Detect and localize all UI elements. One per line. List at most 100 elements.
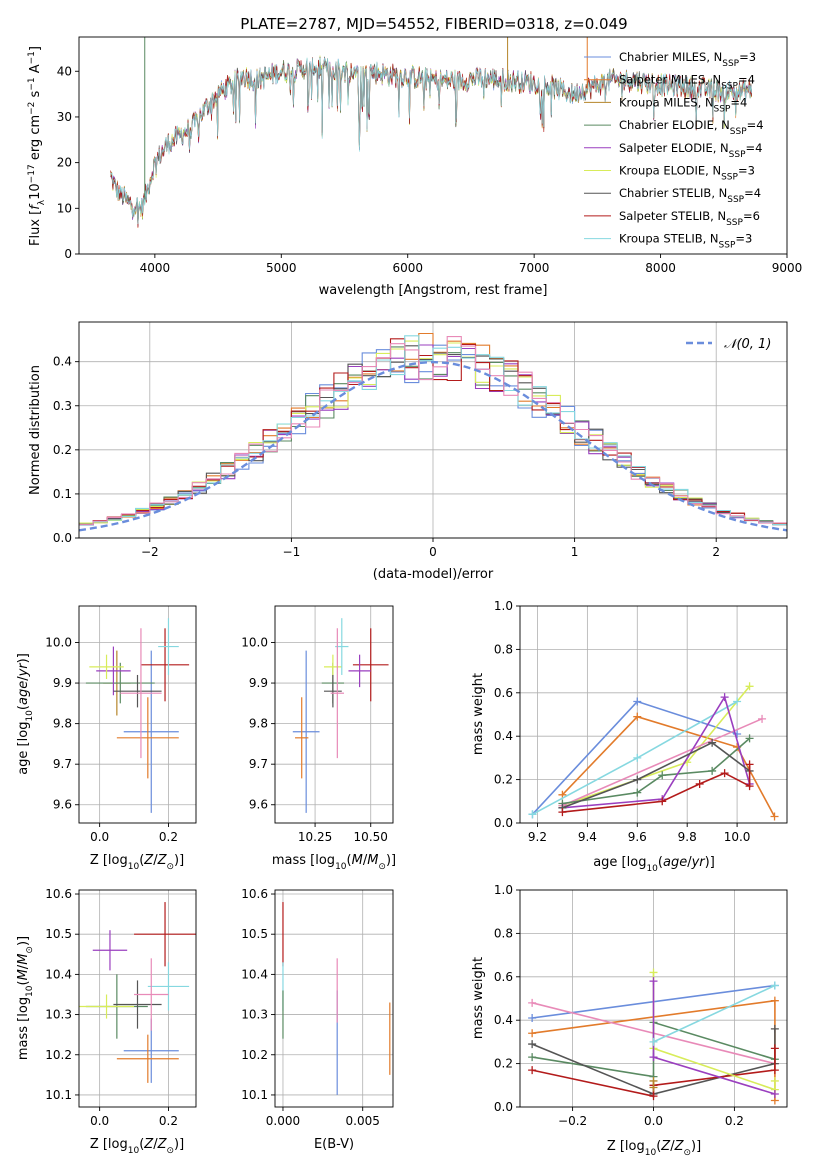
y-tick-label: 10 [57, 201, 72, 215]
weight-marker-salpeter_stelib [770, 1066, 779, 1075]
y-tick-label: 0.8 [494, 926, 513, 940]
weight-marker-kroupa_miles [649, 1083, 658, 1092]
x-axis-label-weight-vs-Z: Z [log10(Z/Z⊙)] [607, 1139, 701, 1158]
x-axis-label-weight-vs-age: age [log10(age/yr)] [593, 855, 715, 874]
y-tick-label: 40 [57, 64, 72, 78]
histogram-kroupa_stelib [79, 335, 787, 526]
weight-marker-salpeter_elodie [649, 977, 658, 986]
weight-marker-salpeter_miles [770, 812, 779, 821]
y-tick-label: 9.7 [53, 757, 72, 771]
weight-marker-kroupa_elodie [745, 682, 754, 691]
weight-marker-chabrier_miles [633, 697, 642, 706]
y-tick-label: 10.5 [45, 927, 72, 941]
x-axis-label-age-vs-mass: mass [log10(M/M⊙)] [272, 853, 396, 872]
weight-marker-kroupa_elodie [770, 1076, 779, 1085]
y-tick-label: 30 [57, 110, 72, 124]
weight-marker-salpeter_stelib [658, 797, 667, 806]
axes-residuals: −2 −1 0 1 2 0.0 0.1 0.2 0.3 0.4 [53, 321, 788, 559]
plot-area [85, 618, 190, 813]
plot-area [79, 332, 787, 532]
y-axis-label-age: age [log10(age/yr)] [16, 653, 35, 775]
x-tick-label: −0.2 [558, 1114, 587, 1128]
legend-label-kroupa_elodie: Kroupa ELODIE, NSSP=3 [619, 164, 755, 183]
weight-marker-salpeter_stelib [649, 1092, 658, 1101]
weight-marker-salpeter_elodie [770, 1089, 779, 1098]
x-tick-label: 10.50 [354, 830, 388, 844]
weight-marker-chabrier_elodie [708, 766, 717, 775]
y-tick-label: 0.4 [53, 355, 72, 369]
legend-label-salpeter_stelib: Salpeter STELIB, NSSP=6 [619, 209, 760, 228]
x-axis-label-mass-vs-Z: Z [log10(Z/Z⊙)] [90, 1137, 184, 1156]
weight-marker-chabrier_elodie [633, 788, 642, 797]
weight-marker-salpeter_stelib [745, 782, 754, 791]
x-tick-label: 0.005 [346, 1114, 380, 1128]
weight-marker-salpeter_stelib [720, 769, 729, 778]
plot-area [528, 968, 779, 1105]
plot-area [292, 618, 389, 813]
axes-frame [519, 605, 788, 824]
axes-age_vs_mass: 10.25 10.50 9.6 9.7 9.8 9.9 10.0 [241, 605, 394, 844]
y-tick-label: 0.2 [494, 1057, 513, 1071]
y-tick-label: 9.9 [53, 676, 72, 690]
x-tick-label: 1 [571, 545, 579, 559]
weight-marker-chabrier_stelib [708, 738, 717, 747]
y-tick-label: 9.7 [249, 757, 268, 771]
weight-marker-salpeter_miles [633, 712, 642, 721]
y-tick-label: 10.2 [45, 1048, 72, 1062]
legend-label-kroupa_stelib: Kroupa STELIB, NSSP=3 [619, 232, 752, 251]
y-tick-label: 0.4 [494, 729, 513, 743]
x-tick-label: 4000 [140, 261, 171, 275]
weight-line-salpeter_elodie [562, 695, 751, 809]
weight-marker-pink [758, 714, 767, 723]
x-tick-label: 9.6 [628, 830, 647, 844]
weight-line-kroupa_stelib [653, 984, 776, 1043]
y-tick-label: 0.2 [494, 773, 513, 787]
y-axis-label-residuals: Normed distribution [28, 365, 43, 495]
weight-line-kroupa_elodie [562, 685, 751, 807]
y-tick-label: 20 [57, 156, 72, 170]
x-tick-label: 9.2 [528, 830, 547, 844]
weight-marker-chabrier_stelib [770, 1024, 779, 1033]
x-tick-label: 0.0 [90, 1114, 109, 1128]
weight-marker-salpeter_miles [528, 1029, 537, 1038]
x-tick-label: 9000 [772, 261, 803, 275]
x-tick-label: 0.000 [266, 1114, 300, 1128]
y-tick-label: 0.3 [53, 399, 72, 413]
x-tick-label: 6000 [392, 261, 423, 275]
x-tick-label: 0.2 [725, 1114, 744, 1128]
weight-marker-kroupa_stelib [649, 1037, 658, 1046]
weight-marker-chabrier_elodie [745, 734, 754, 743]
axes-frame [274, 605, 394, 824]
y-tick-label: 0.6 [494, 686, 513, 700]
x-tick-label: 10.0 [724, 830, 751, 844]
y-tick-label: 10.1 [241, 1088, 268, 1102]
y-tick-label: 0.4 [494, 1013, 513, 1027]
axes-weight_vs_Z: −0.2 0.0 0.2 0.0 0.2 0.4 0.6 0.8 1.0 [494, 883, 788, 1128]
y-tick-label: 10.1 [45, 1088, 72, 1102]
x-tick-label: 10.25 [298, 830, 332, 844]
weight-marker-kroupa_stelib [770, 981, 779, 990]
x-tick-label: 0.0 [90, 830, 109, 844]
y-tick-label: 10.0 [241, 636, 268, 650]
weight-marker-salpeter_stelib [558, 808, 567, 817]
weight-marker-kroupa_stelib [528, 810, 537, 819]
weight-marker-chabrier_elodie [528, 1053, 537, 1062]
x-tick-label: 7000 [519, 261, 550, 275]
y-tick-label: 9.9 [249, 676, 268, 690]
y-tick-label: 0.0 [53, 531, 72, 545]
y-tick-label: 10.5 [241, 927, 268, 941]
x-tick-label: −2 [141, 545, 159, 559]
y-tick-label: 0.0 [494, 816, 513, 830]
legend-label-chabrier_stelib: Chabrier STELIB, NSSP=4 [619, 186, 761, 205]
x-tick-label: −1 [283, 545, 301, 559]
legend-label-salpeter_elodie: Salpeter ELODIE, NSSP=4 [619, 141, 762, 160]
axes-frame [78, 605, 197, 824]
weight-marker-chabrier_elodie [658, 771, 667, 780]
weight-line-salpeter_miles [561, 715, 776, 817]
y-axis-label-mass: mass [log10(M/M⊙)] [16, 936, 35, 1060]
y-tick-label: 10.3 [241, 1008, 268, 1022]
y-axis-label-weight-Z: mass weight [471, 957, 486, 1039]
plot-area [110, 37, 752, 228]
weight-marker-salpeter_stelib [745, 760, 754, 769]
legend-normal-label: 𝒩(0, 1) [724, 337, 771, 352]
